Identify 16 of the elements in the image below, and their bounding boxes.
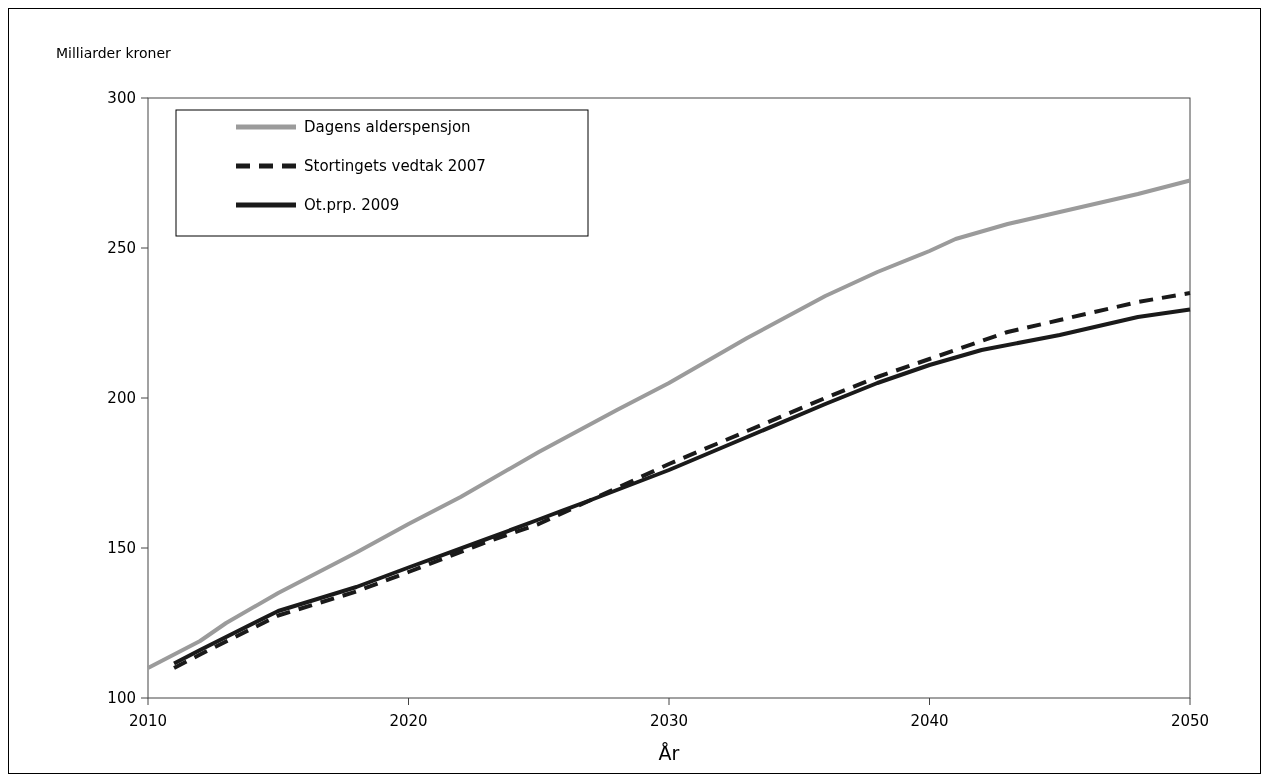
line-series [146,178,1192,670]
x-tick-label: 2010 [128,712,168,730]
y-tick-label: 250 [107,239,136,258]
x-tick-label: 2030 [649,712,689,730]
legend-label: Stortingets vedtak 2007 [304,157,486,176]
y-tick-label: 200 [107,389,136,408]
x-tick-label: 2020 [389,712,428,730]
legend-label: Dagens alderspensjon [304,118,471,137]
y-axis-title: Milliarder kroner [56,45,172,61]
x-tick-label: 2040 [910,712,949,730]
y-tick-label: 100 [107,689,136,708]
y-tick-label: 300 [107,89,136,108]
x-axis-title: År [658,742,680,764]
legend-label: Ot.prp. 2009 [304,196,400,215]
x-tick-label: 2050 [1170,712,1210,730]
y-tick-label: 150 [107,539,136,558]
